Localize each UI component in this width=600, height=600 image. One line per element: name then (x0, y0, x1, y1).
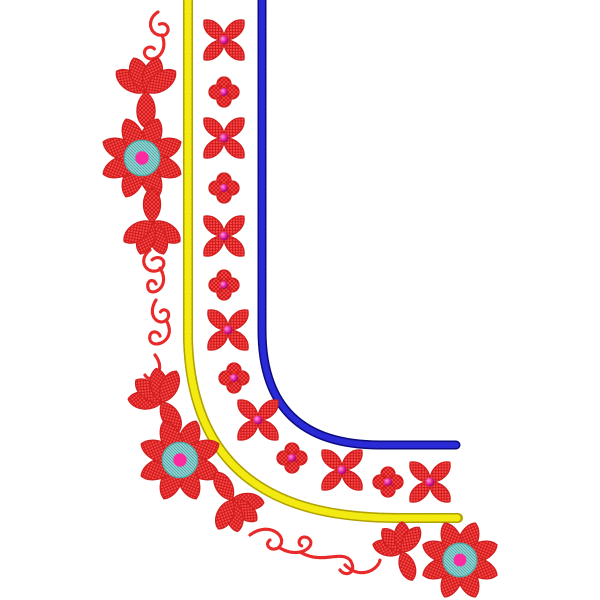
bead (220, 281, 228, 289)
bead (253, 415, 263, 425)
vine-swirl (343, 558, 382, 575)
petal (257, 399, 279, 421)
vine-swirl (146, 266, 166, 294)
petal (145, 69, 177, 94)
border-flower-motif (409, 461, 451, 503)
blue-cord (257, 0, 461, 450)
petal (207, 309, 229, 331)
petal (227, 309, 249, 331)
border-flower-motif (203, 117, 245, 159)
petal (203, 137, 225, 159)
border-ring-motif (208, 76, 240, 108)
petal (123, 220, 153, 244)
vine-swirl (142, 33, 166, 61)
vine-swirl (148, 318, 171, 346)
petal (257, 419, 279, 441)
petal (409, 461, 431, 483)
border-flower-motif (321, 449, 363, 491)
large-flowers (102, 57, 498, 598)
petal (223, 235, 245, 257)
petal (321, 469, 343, 491)
bead (219, 133, 229, 143)
petal (214, 499, 235, 530)
border-ring-motif (276, 442, 308, 474)
vine-swirl (148, 10, 170, 37)
leaf-cluster-lower-side (213, 471, 265, 533)
bead (220, 88, 228, 96)
petal (203, 39, 225, 61)
bead (220, 184, 228, 192)
petal (203, 19, 225, 41)
petal (203, 215, 225, 237)
petal (321, 449, 343, 471)
border-ring-motif (208, 172, 240, 204)
petal (223, 117, 245, 139)
bead (219, 35, 229, 45)
petal (398, 551, 417, 581)
bead (230, 374, 238, 382)
petal (237, 399, 259, 421)
petal (223, 39, 245, 61)
leaf-cluster-top (115, 57, 177, 129)
leaf-cluster-lower-top (127, 367, 182, 433)
border-flower-motif (207, 309, 249, 351)
large-flower-upper (102, 118, 182, 198)
petal (203, 235, 225, 257)
petal (223, 215, 245, 237)
bead (337, 465, 347, 475)
bead (223, 325, 233, 335)
petal (207, 329, 229, 351)
petal (223, 137, 245, 159)
bead (219, 231, 229, 241)
vine-swirl (248, 527, 284, 551)
bead (288, 454, 296, 462)
border-flower-motif (203, 19, 245, 61)
large-flower-lower (140, 420, 220, 500)
vine-swirl (278, 535, 313, 555)
vine-swirl (142, 248, 166, 273)
yellow-cord (183, 0, 463, 523)
petal (341, 449, 363, 471)
petal (213, 471, 235, 501)
border-ring-motif (372, 466, 404, 498)
border-ring-motif (208, 269, 240, 301)
petal (227, 329, 249, 351)
petal (237, 419, 259, 441)
border-flower-motif (203, 215, 245, 257)
border-flower-motif (237, 399, 279, 441)
petal (203, 117, 225, 139)
petal (429, 461, 451, 483)
bead (425, 477, 435, 487)
petal (400, 526, 422, 553)
leaf-cluster-upper-low (123, 187, 181, 255)
bead (384, 478, 392, 486)
border-motif-column (203, 19, 451, 503)
vine-swirl (150, 298, 171, 324)
leaf-cluster-bottom (372, 521, 422, 581)
large-flower-bottom (422, 522, 498, 598)
bead (453, 553, 467, 567)
bead (135, 151, 149, 165)
petal (142, 187, 162, 223)
petal (158, 370, 181, 403)
vine-swirl (298, 550, 355, 576)
petal (429, 481, 451, 503)
petal (341, 469, 363, 491)
petal (409, 481, 431, 503)
petal (223, 19, 245, 41)
border-ring-motif (218, 362, 250, 394)
bead (173, 453, 187, 467)
